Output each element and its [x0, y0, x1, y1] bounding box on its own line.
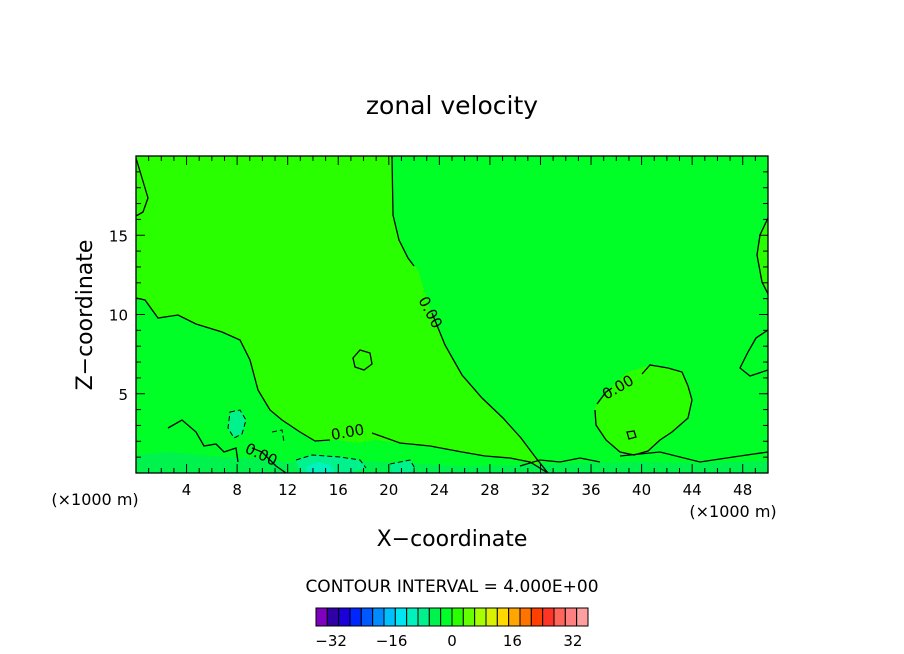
contour-right-edge-b — [739, 329, 768, 377]
contour-right-pocket — [596, 387, 613, 405]
fill-low-patch-d — [390, 460, 416, 473]
colorbar-tick-label: −32 — [315, 632, 347, 650]
dashed-contour-d — [271, 429, 285, 443]
colorbar-swatch — [406, 607, 419, 627]
contour-lines-negative — [227, 409, 417, 471]
x-tick-label: 4 — [182, 481, 192, 499]
contour-small-ring — [626, 430, 637, 440]
colorbar-tick-label: 32 — [563, 632, 582, 650]
contour-lower-left-b — [371, 432, 549, 473]
chart-title: zonal velocity — [366, 91, 538, 120]
colorbar-tick-label: 0 — [447, 632, 457, 650]
colorbar-swatch — [383, 607, 396, 627]
x-axis-unit: (×1000 m) — [689, 502, 776, 521]
colorbar-swatch — [576, 607, 589, 627]
y-axis-unit: (×1000 m) — [51, 490, 138, 509]
colorbar-swatch — [326, 607, 340, 627]
colorbar-swatch — [508, 607, 521, 627]
dashed-contour-b — [295, 454, 367, 469]
fill-left-edge-positive — [136, 158, 148, 216]
colorbar-swatch — [417, 607, 430, 627]
colorbar-swatch — [474, 607, 487, 627]
colorbar-swatch — [349, 607, 362, 627]
colorbar-swatch — [485, 607, 498, 627]
contour-fills — [136, 156, 768, 473]
y-tick-label: 5 — [118, 386, 128, 404]
colorbar-swatch — [428, 607, 442, 627]
colorbar-swatch — [496, 607, 510, 627]
colorbar-swatch — [530, 607, 544, 627]
colorbar-swatch — [462, 607, 476, 627]
contour-bottom-right — [619, 451, 768, 463]
fill-bottom-strip — [136, 452, 768, 473]
y-tick-label: 15 — [109, 227, 128, 245]
colorbar-swatch — [440, 607, 453, 627]
y-axis-label: Z−coordinate — [73, 240, 98, 391]
x-tick-label: 32 — [531, 481, 550, 499]
colorbar: −32 −16 0 16 32 — [315, 607, 589, 650]
contour-label-middle: 0.00 — [330, 420, 366, 444]
colorbar-swatch — [315, 607, 328, 627]
fill-pocket-positive — [353, 350, 372, 370]
contour-lower-left-c — [167, 419, 239, 463]
x-tick-label: 20 — [379, 481, 398, 499]
x-axis-label: X−coordinate — [377, 527, 528, 552]
colorbar-swatch — [360, 607, 374, 627]
colorbar-swatch — [564, 607, 578, 627]
y-tick-label: 10 — [109, 307, 128, 325]
fill-low-patch-a — [228, 410, 246, 438]
x-tick-label: 16 — [329, 481, 348, 499]
contour-right-pocket-b — [594, 364, 693, 456]
colorbar-tick-label: 16 — [503, 632, 522, 650]
x-tick-label: 36 — [581, 481, 600, 499]
x-tick-label: 44 — [683, 481, 702, 499]
x-tick-label: 24 — [430, 481, 449, 499]
x-tick-label: 12 — [278, 481, 297, 499]
fill-right-positive-region — [595, 365, 692, 455]
colorbar-swatch — [394, 607, 408, 627]
contour-main-zero-lower — [431, 312, 549, 473]
contour-left-edge — [136, 157, 149, 217]
colorbar-tick-label: −16 — [376, 632, 408, 650]
contour-right-edge — [756, 217, 768, 295]
colorbar-swatch — [338, 607, 351, 627]
contour-lower-left-a — [136, 297, 331, 442]
contour-lines — [136, 156, 768, 473]
colorbar-swatch — [542, 607, 555, 627]
colorbar-swatch — [553, 607, 566, 627]
x-tick-label: 40 — [632, 481, 651, 499]
contour-bottom-ripple — [519, 457, 601, 467]
contour-main-zero — [391, 156, 415, 267]
contour-interval: CONTOUR INTERVAL = 4.000E+00 — [305, 577, 598, 597]
contour-lower-left-d — [251, 447, 287, 473]
x-tick-label: 48 — [733, 481, 752, 499]
colorbar-swatch — [372, 607, 385, 627]
contour-small-pocket — [352, 349, 373, 371]
colorbar-swatch — [519, 607, 532, 627]
x-tick-label: 28 — [480, 481, 499, 499]
x-tick-label: 8 — [232, 481, 242, 499]
colorbar-swatch — [451, 607, 464, 627]
dashed-contour-a — [227, 409, 247, 439]
dashed-contour-c — [389, 459, 417, 471]
